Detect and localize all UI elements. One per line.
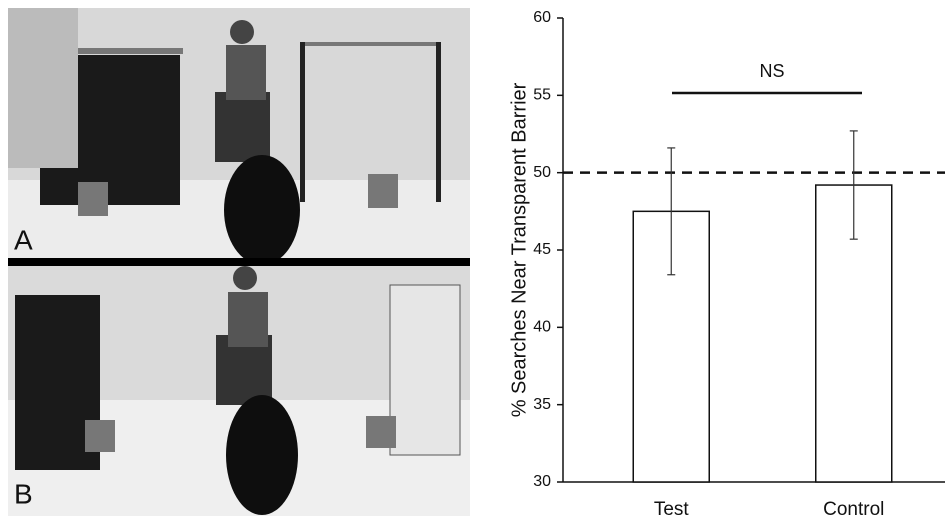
y-tick-label: 45	[533, 241, 551, 258]
x-tick-label: Control	[823, 499, 884, 520]
photo-b: B	[8, 266, 470, 516]
y-tick-label: 55	[533, 87, 551, 104]
y-tick-label: 50	[533, 164, 551, 181]
y-tick-label: 60	[533, 9, 551, 26]
panel-label: B	[14, 478, 33, 509]
y-axis-label: % Searches Near Transparent Barrier	[508, 82, 530, 417]
annotation: NS	[759, 61, 784, 81]
y-tick-label: 30	[533, 473, 551, 490]
y-tick-label: 40	[533, 319, 551, 336]
photo-a: A	[8, 8, 470, 265]
x-tick-label: Test	[654, 499, 690, 520]
figure: A B % Searches Near Transparent Barrier …	[0, 0, 950, 523]
separator	[8, 258, 470, 266]
y-tick-label: 35	[533, 396, 551, 413]
panel-label: A	[14, 224, 33, 255]
